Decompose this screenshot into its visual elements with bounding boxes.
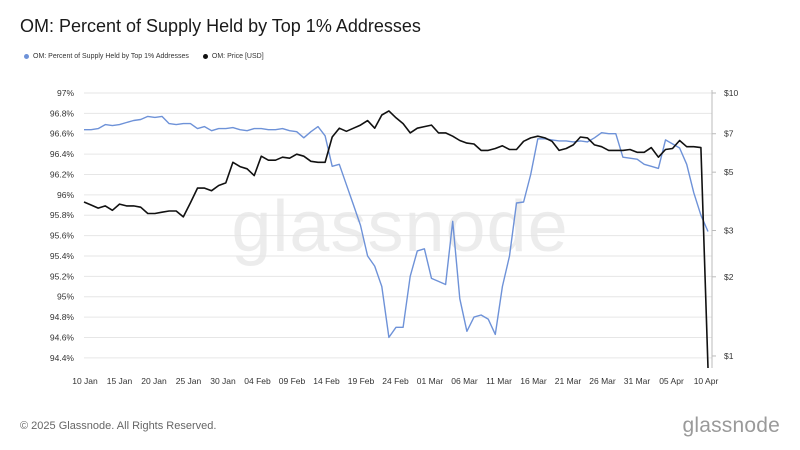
- x-tick-label: 20 Jan: [141, 376, 167, 386]
- x-tick-label: 01 Mar: [417, 376, 444, 386]
- y-right-tick-label: $10: [724, 88, 738, 98]
- y-left-tick-label: 95.2%: [50, 271, 75, 281]
- y-left-tick-label: 94.4%: [50, 353, 75, 363]
- x-tick-label: 10 Apr: [694, 376, 719, 386]
- x-tick-label: 11 Mar: [486, 376, 512, 386]
- legend-item-price[interactable]: OM: Price [USD]: [202, 53, 264, 60]
- y-right-tick-label: $2: [724, 272, 734, 282]
- series-line-price: [83, 110, 709, 369]
- legend-swatch-supply: [24, 54, 29, 59]
- y-left-tick-label: 96.4%: [50, 149, 75, 159]
- x-tick-label: 26 Mar: [589, 376, 616, 386]
- y-left-tick-label: 96.8%: [50, 108, 75, 118]
- y-left-tick-label: 96%: [57, 190, 74, 200]
- x-tick-label: 31 Mar: [624, 376, 651, 386]
- y-left-tick-label: 95.8%: [50, 210, 75, 220]
- y-left-tick-label: 95%: [57, 292, 74, 302]
- x-tick-label: 30 Jan: [210, 376, 236, 386]
- watermark: glassnode: [231, 187, 569, 267]
- x-tick-label: 21 Mar: [555, 376, 582, 386]
- y-left-tick-label: 97%: [57, 88, 74, 98]
- legend-label-supply: OM: Percent of Supply Held by Top 1% Add…: [33, 53, 189, 60]
- x-tick-label: 09 Feb: [279, 376, 306, 386]
- x-tick-label: 10 Jan: [72, 376, 98, 386]
- x-tick-label: 06 Mar: [451, 376, 478, 386]
- copyright-footer: © 2025 Glassnode. All Rights Reserved.: [20, 420, 217, 432]
- x-tick-label: 14 Feb: [313, 376, 340, 386]
- y-right-tick-label: $5: [724, 167, 734, 177]
- legend: OM: Percent of Supply Held by Top 1% Add…: [24, 53, 264, 60]
- y-right-tick-label: $3: [724, 226, 734, 236]
- y-left-tick-label: 94.6%: [50, 332, 75, 342]
- y-left-tick-label: 94.8%: [50, 312, 75, 322]
- y-left-tick-label: 95.4%: [50, 251, 75, 261]
- legend-label-price: OM: Price [USD]: [211, 53, 264, 60]
- legend-item-supply[interactable]: OM: Percent of Supply Held by Top 1% Add…: [24, 53, 189, 60]
- y-right-tick-label: $1: [724, 351, 734, 361]
- x-tick-label: 24 Feb: [382, 376, 409, 386]
- x-tick-label: 16 Mar: [520, 376, 547, 386]
- y-left-tick-label: 95.6%: [50, 231, 75, 241]
- y-left-tick-label: 96.2%: [50, 169, 75, 179]
- chart-title: OM: Percent of Supply Held by Top 1% Add…: [20, 16, 421, 36]
- x-tick-label: 04 Feb: [244, 376, 271, 386]
- x-tick-label: 05 Apr: [659, 376, 684, 386]
- x-tick-label: 15 Jan: [107, 376, 133, 386]
- y-right-tick-label: $7: [724, 129, 734, 139]
- x-tick-label: 25 Jan: [176, 376, 202, 386]
- y-left-tick-label: 96.6%: [50, 129, 75, 139]
- legend-swatch-price: [202, 54, 208, 59]
- series-line-supply: [84, 115, 709, 339]
- brand-logo: glassnode: [682, 414, 780, 437]
- x-tick-label: 19 Feb: [348, 376, 375, 386]
